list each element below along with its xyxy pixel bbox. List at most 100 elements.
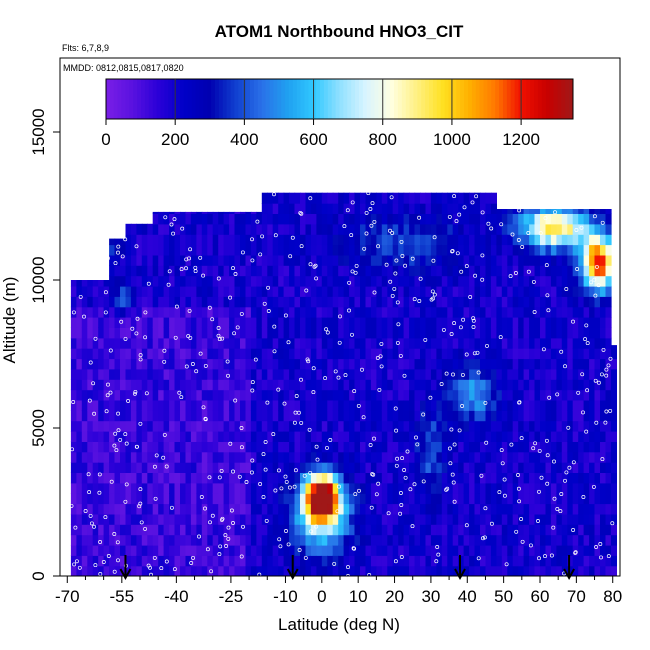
heatmap-cell [447,348,454,360]
heatmap-cell [387,275,394,287]
heatmap-cell [223,265,230,277]
heatmap-cell [250,285,257,297]
heatmap-cell [283,441,290,453]
sample-point [563,364,567,369]
heatmap-cell [349,482,356,494]
heatmap-cell [518,213,525,225]
heatmap-cell [583,493,590,505]
sample-point [207,305,212,310]
heatmap-cell [398,244,405,256]
sample-point [585,388,590,393]
heatmap-cell [398,285,405,297]
sample-point [343,373,348,378]
heatmap-cell [463,379,470,391]
heatmap-cell [103,420,110,432]
heatmap-cell [349,441,356,453]
sample-point [69,503,74,508]
heatmap-cell [278,192,285,204]
heatmap-cell [163,420,170,432]
heatmap-cell [480,223,487,235]
heatmap-cell [480,389,487,401]
heatmap-cell [365,420,372,432]
heatmap-cell [103,451,110,463]
heatmap-cell [381,275,388,287]
heatmap-cell [321,296,328,308]
heatmap-cell [109,285,116,297]
heatmap-cell [480,493,487,505]
heatmap-cell [501,493,508,505]
sample-point [468,295,473,299]
heatmap-cell [240,275,247,287]
sample-point [303,555,308,560]
heatmap-cell [103,306,110,318]
heatmap-cell [212,410,219,422]
heatmap-cell [600,209,607,214]
sample-point [324,327,329,332]
sample-point [471,325,476,329]
heatmap-cell [420,327,427,339]
heatmap-cell [458,544,465,556]
heatmap-cell [240,211,247,214]
heatmap-cell [310,513,317,525]
sample-point [250,388,255,393]
heatmap-cell [447,431,454,442]
colorbar-segment [285,79,290,119]
heatmap-cell [305,234,312,246]
colorbar-segment [382,79,387,119]
heatmap-cell [240,503,247,515]
heatmap-cell [109,296,116,308]
heatmap-cell [81,296,88,308]
heatmap-cell [256,451,263,463]
heatmap-cell [158,431,165,442]
sample-point [257,572,262,576]
heatmap-cell [141,431,148,442]
heatmap-cell [594,223,601,235]
heatmap-cell [490,451,497,463]
colorbar-segment [347,79,352,119]
heatmap-cell [87,503,94,515]
heatmap-cell [480,327,487,339]
heatmap-cell [381,441,388,453]
heatmap-cell [480,420,487,432]
heatmap-cell [420,544,427,556]
heatmap-cell [201,462,208,473]
heatmap-cell [141,317,148,328]
heatmap-cell [158,410,165,422]
heatmap-cell [545,368,552,380]
colorbar-segment [125,79,130,119]
heatmap-cell [392,565,399,576]
heatmap-cell [578,296,585,308]
heatmap-cell [92,493,99,505]
heatmap-cell [130,555,137,567]
heatmap-cell [540,534,547,546]
sample-point [584,323,589,328]
heatmap-cell [109,379,116,391]
heatmap-cell [349,244,356,256]
heatmap-cell [207,337,214,349]
heatmap-cell [414,234,421,246]
heatmap-cell [600,389,607,401]
heatmap-cell [332,337,339,349]
heatmap-cell [169,223,176,235]
heatmap-cell [234,244,241,256]
sample-point [580,372,585,377]
y-tick-label: 15000 [29,108,48,155]
heatmap-cell [529,213,536,225]
heatmap-cell [370,306,377,318]
heatmap-cell [534,275,541,287]
heatmap-cell [392,389,399,401]
colorbar-segment [323,79,329,119]
heatmap-cell [409,234,416,246]
heatmap-cell [196,254,203,266]
heatmap-cell [567,565,574,576]
heatmap-cell [349,203,356,214]
sample-point [249,470,254,475]
heatmap-cell [474,399,481,411]
heatmap-cell [523,379,530,391]
heatmap-cell [332,317,339,328]
heatmap-cell [169,565,176,576]
heatmap-cell [556,472,563,484]
heatmap-cell [403,285,410,297]
heatmap-cell [523,565,530,576]
sample-point [375,356,380,360]
